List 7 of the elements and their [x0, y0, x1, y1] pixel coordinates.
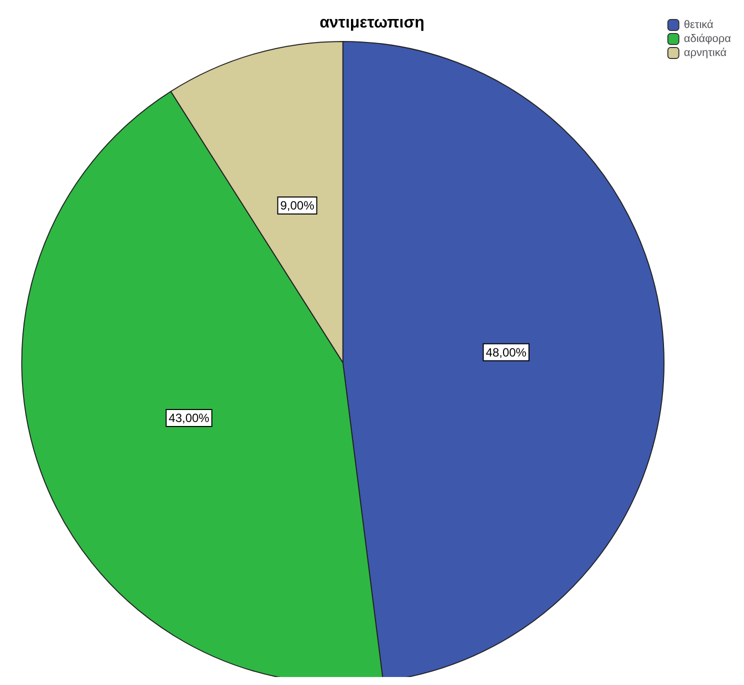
data-label: 9,00% — [280, 198, 315, 213]
data-label: 48,00% — [486, 345, 527, 360]
data-label: 43,00% — [168, 410, 210, 425]
chart-title: αντιμετωπιση — [320, 14, 424, 32]
legend-label: αρνητικά — [684, 47, 728, 59]
legend-label: θετικά — [684, 19, 714, 31]
legend-label: αδιάφορα — [684, 33, 732, 45]
